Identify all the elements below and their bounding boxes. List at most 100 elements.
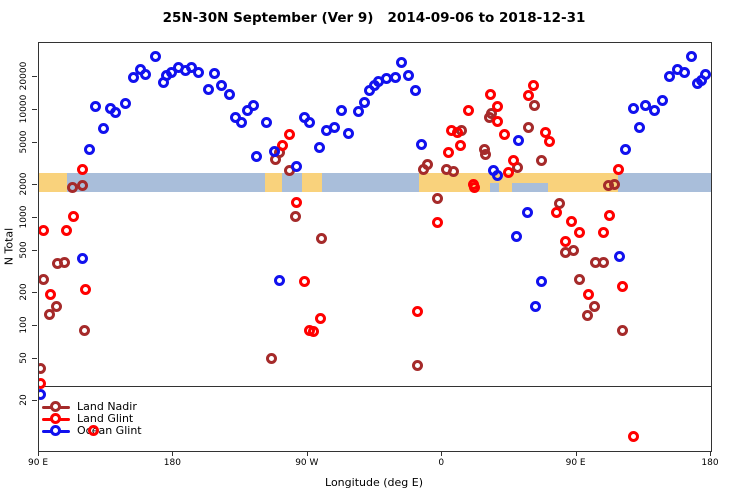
- data-point-ocean-glint: [150, 50, 162, 62]
- data-point-ocean-glint: [98, 122, 110, 134]
- data-point-land-glint: [508, 155, 520, 167]
- y-axis-tick: [32, 109, 37, 110]
- data-point-land-nadir: [609, 179, 621, 191]
- data-point-ocean-glint: [314, 142, 326, 154]
- data-point-land-nadir: [617, 325, 629, 337]
- surface-band-ocean-segment: [321, 173, 419, 192]
- y-axis-tick-label: 200: [19, 283, 29, 302]
- data-point-land-glint: [583, 289, 595, 301]
- data-point-land-glint: [315, 312, 327, 324]
- data-point-land-nadir: [59, 257, 71, 269]
- data-point-ocean-glint: [513, 134, 525, 146]
- data-point-ocean-glint: [353, 105, 365, 117]
- data-point-ocean-glint: [291, 160, 303, 172]
- data-point-land-nadir: [39, 273, 49, 285]
- data-point-land-glint: [277, 139, 289, 151]
- y-axis-tick: [32, 76, 37, 78]
- legend-label: Land Nadir: [77, 400, 137, 413]
- data-point-land-glint: [485, 89, 497, 101]
- data-point-land-nadir: [290, 210, 302, 222]
- data-point-land-glint: [452, 126, 464, 138]
- data-point-land-nadir: [589, 300, 601, 312]
- surface-band-ocean-notch: [489, 183, 499, 192]
- data-point-land-glint: [574, 226, 586, 238]
- y-axis-tick: [32, 357, 37, 359]
- surface-band-ocean-segment: [66, 173, 265, 192]
- data-point-ocean-glint: [663, 71, 675, 83]
- data-point-ocean-glint: [251, 151, 263, 163]
- y-axis-tick: [32, 400, 37, 402]
- y-axis-tick-label: 2000: [19, 173, 29, 196]
- data-point-ocean-glint: [522, 206, 534, 218]
- data-point-land-glint: [80, 283, 92, 295]
- x-axis-tick: [709, 451, 711, 456]
- x-axis-tick: [172, 451, 174, 456]
- data-point-land-nadir: [574, 273, 586, 285]
- legend-item-ocean-glint: Ocean Glint: [39, 425, 179, 437]
- data-point-land-nadir: [568, 245, 580, 256]
- data-point-ocean-glint: [230, 111, 242, 123]
- y-axis-tick: [32, 217, 37, 218]
- data-point-land-nadir: [486, 108, 498, 120]
- legend-circle-icon: [50, 413, 61, 424]
- data-point-ocean-glint: [261, 116, 273, 128]
- data-point-ocean-glint: [110, 107, 122, 119]
- surface-band-ocean-segment: [617, 173, 711, 192]
- data-point-ocean-glint: [620, 144, 632, 156]
- data-point-ocean-glint: [224, 89, 236, 101]
- data-point-ocean-glint: [336, 104, 348, 116]
- data-point-land-glint: [544, 136, 556, 148]
- data-point-land-nadir: [43, 308, 55, 320]
- data-point-land-glint: [60, 225, 72, 237]
- y-axis-tick-label: 50: [19, 351, 29, 364]
- data-point-ocean-glint: [536, 276, 548, 288]
- data-point-land-glint: [523, 90, 535, 102]
- legend-circle-icon: [50, 425, 61, 436]
- data-point-land-glint: [463, 105, 475, 117]
- data-point-ocean-glint: [329, 122, 341, 134]
- data-point-land-glint: [88, 425, 100, 437]
- x-axis-tick: [575, 451, 577, 456]
- data-point-land-glint: [291, 196, 303, 208]
- data-point-ocean-glint: [649, 104, 661, 116]
- data-point-land-glint: [308, 325, 320, 337]
- data-point-land-nadir: [66, 182, 78, 194]
- data-point-ocean-glint: [203, 83, 215, 95]
- data-point-land-nadir: [480, 149, 492, 161]
- data-point-ocean-glint: [216, 80, 228, 92]
- data-point-ocean-glint: [410, 85, 422, 97]
- data-point-ocean-glint: [304, 117, 316, 129]
- data-point-ocean-glint: [90, 101, 102, 113]
- data-point-land-nadir: [76, 180, 88, 192]
- plot-area: Land Nadir Land Glint Ocean Glint: [38, 42, 712, 452]
- x-axis-tick-label: 90 E: [28, 458, 48, 468]
- y-axis-tick: [32, 141, 37, 143]
- data-point-land-nadir: [523, 122, 535, 134]
- data-point-land-nadir: [316, 233, 328, 245]
- x-axis-tick-label: 180: [163, 458, 181, 468]
- legend-item-land-nadir: Land Nadir: [39, 401, 179, 413]
- x-axis-tick: [441, 451, 443, 456]
- data-point-ocean-glint: [390, 72, 402, 84]
- data-point-ocean-glint: [120, 97, 132, 109]
- data-point-land-glint: [39, 225, 50, 237]
- data-point-ocean-glint: [403, 70, 415, 82]
- data-point-ocean-glint: [39, 389, 46, 401]
- data-point-ocean-glint: [699, 69, 711, 81]
- data-point-land-glint: [627, 431, 639, 443]
- data-point-land-glint: [604, 209, 616, 221]
- legend-item-land-glint: Land Glint: [39, 413, 179, 425]
- x-axis-tick-label: 90 W: [295, 458, 319, 468]
- x-axis-title: Longitude (deg E): [325, 476, 423, 489]
- data-point-land-nadir: [536, 155, 548, 167]
- data-point-land-glint: [76, 163, 88, 175]
- y-axis-tick-label: 10000: [19, 94, 29, 124]
- legend-box: Land Nadir Land Glint Ocean Glint: [39, 386, 711, 451]
- y-axis-tick: [32, 249, 37, 251]
- data-point-ocean-glint: [511, 230, 523, 242]
- data-point-land-glint: [492, 115, 504, 127]
- x-axis-tick-label: 0: [438, 458, 445, 468]
- surface-band-land-segment: [301, 173, 322, 192]
- data-point-ocean-glint: [128, 72, 140, 84]
- data-point-ocean-glint: [269, 145, 281, 157]
